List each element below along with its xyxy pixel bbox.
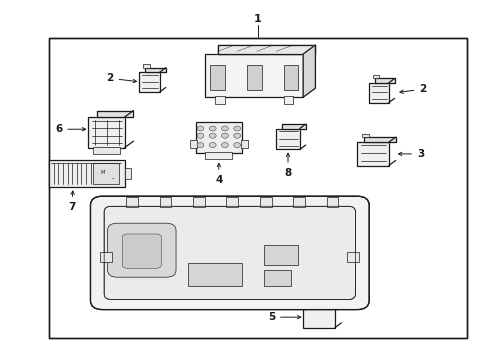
Circle shape bbox=[209, 126, 216, 131]
Bar bbox=[124, 168, 130, 179]
Polygon shape bbox=[97, 111, 133, 117]
Bar bbox=[126, 197, 138, 207]
Bar bbox=[205, 54, 303, 97]
Bar bbox=[283, 96, 293, 104]
Text: 2: 2 bbox=[399, 84, 426, 94]
Text: -: - bbox=[112, 175, 114, 181]
Bar bbox=[372, 75, 378, 78]
Bar bbox=[159, 197, 171, 207]
Bar bbox=[210, 65, 224, 90]
Bar bbox=[356, 142, 388, 166]
Bar bbox=[93, 163, 119, 184]
FancyBboxPatch shape bbox=[90, 196, 368, 310]
Bar bbox=[246, 65, 261, 90]
Text: 8: 8 bbox=[284, 153, 291, 178]
Bar bbox=[49, 160, 124, 187]
Bar bbox=[193, 197, 204, 207]
Bar bbox=[327, 298, 331, 302]
Bar bbox=[264, 270, 290, 286]
Circle shape bbox=[221, 133, 228, 138]
Bar bbox=[317, 298, 321, 302]
Bar bbox=[143, 64, 150, 68]
Bar bbox=[88, 117, 124, 148]
Polygon shape bbox=[363, 137, 395, 142]
Text: 7: 7 bbox=[68, 191, 75, 212]
Bar bbox=[259, 197, 271, 207]
Circle shape bbox=[233, 133, 240, 138]
Polygon shape bbox=[309, 302, 341, 307]
FancyBboxPatch shape bbox=[122, 234, 161, 268]
Bar bbox=[283, 65, 298, 90]
Polygon shape bbox=[374, 78, 394, 83]
Circle shape bbox=[197, 126, 203, 131]
Bar bbox=[307, 298, 311, 302]
Bar bbox=[368, 83, 388, 103]
Bar bbox=[241, 140, 247, 148]
FancyBboxPatch shape bbox=[107, 223, 176, 277]
Bar bbox=[264, 245, 298, 265]
Polygon shape bbox=[145, 68, 165, 72]
Polygon shape bbox=[217, 45, 315, 54]
Bar bbox=[226, 197, 238, 207]
Text: 1: 1 bbox=[253, 14, 261, 24]
Circle shape bbox=[221, 143, 228, 148]
Text: 3: 3 bbox=[398, 149, 423, 159]
Bar bbox=[276, 129, 299, 149]
Bar bbox=[326, 197, 338, 207]
Circle shape bbox=[209, 133, 216, 138]
Bar bbox=[303, 307, 334, 328]
Bar bbox=[293, 197, 305, 207]
Bar bbox=[139, 72, 160, 92]
Circle shape bbox=[221, 126, 228, 131]
Circle shape bbox=[197, 143, 203, 148]
Bar bbox=[188, 263, 242, 286]
Bar bbox=[189, 140, 196, 148]
Circle shape bbox=[233, 143, 240, 148]
Text: 5: 5 bbox=[267, 312, 300, 322]
Text: 2: 2 bbox=[106, 73, 136, 83]
Text: 6: 6 bbox=[55, 124, 85, 134]
FancyBboxPatch shape bbox=[104, 206, 355, 300]
Text: M: M bbox=[101, 170, 105, 175]
Bar bbox=[195, 122, 242, 153]
Circle shape bbox=[209, 143, 216, 148]
Polygon shape bbox=[303, 45, 315, 97]
Circle shape bbox=[197, 133, 203, 138]
Bar bbox=[93, 147, 120, 154]
Bar bbox=[205, 152, 232, 159]
Bar bbox=[346, 252, 359, 262]
Bar bbox=[361, 134, 368, 137]
Bar bbox=[215, 96, 224, 104]
Circle shape bbox=[233, 126, 240, 131]
Text: 4: 4 bbox=[215, 163, 222, 185]
Polygon shape bbox=[282, 124, 305, 129]
Bar bbox=[49, 38, 466, 338]
Bar bbox=[100, 252, 112, 262]
